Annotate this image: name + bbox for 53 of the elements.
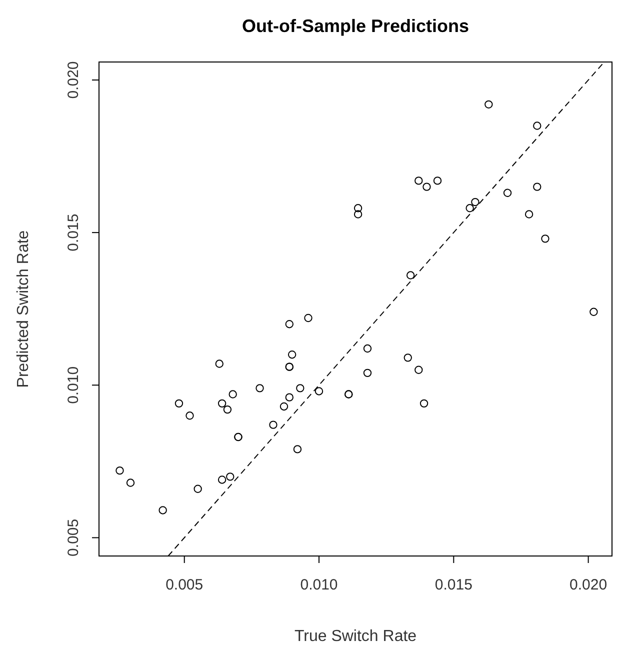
- y-axis-title: Predicted Switch Rate: [15, 230, 32, 388]
- point: [288, 350, 296, 359]
- point: [406, 271, 415, 280]
- point: [404, 354, 412, 362]
- point: [215, 360, 224, 368]
- y-tick-label: 0.010: [65, 366, 82, 404]
- point: [194, 484, 202, 493]
- point: [280, 402, 288, 411]
- point: [414, 176, 423, 185]
- point: [533, 122, 542, 130]
- point: [420, 399, 428, 408]
- point: [354, 204, 362, 212]
- point: [541, 234, 550, 243]
- point: [503, 188, 512, 197]
- point: [218, 399, 226, 408]
- point: [363, 368, 372, 378]
- y-tick-label: 0.020: [65, 61, 82, 99]
- x-tick-label: 0.015: [434, 576, 472, 594]
- point: [228, 390, 237, 398]
- point: [414, 366, 423, 374]
- point: [433, 176, 442, 185]
- point: [484, 100, 493, 109]
- x-axis-title: True Switch Rate: [294, 628, 417, 645]
- y-tick-label: 0.005: [65, 518, 82, 556]
- point: [186, 412, 194, 420]
- point: [158, 506, 167, 514]
- point: [466, 204, 474, 212]
- point: [126, 478, 135, 487]
- x-tick-label: 0.020: [570, 576, 608, 594]
- point: [304, 314, 312, 322]
- point: [363, 344, 372, 353]
- point: [533, 182, 542, 191]
- y-tick-label: 0.015: [65, 214, 82, 252]
- point: [524, 210, 534, 218]
- point: [590, 308, 598, 316]
- point: [218, 476, 226, 484]
- point: [293, 445, 302, 454]
- point: [422, 182, 431, 191]
- point: [314, 387, 324, 396]
- x-tick-label: 0.005: [166, 576, 204, 594]
- point: [223, 405, 232, 414]
- point: [116, 466, 124, 475]
- point: [296, 384, 304, 392]
- x-tick-label: 0.010: [300, 576, 338, 594]
- point: [269, 420, 278, 429]
- point: [174, 399, 184, 408]
- point: [285, 393, 294, 402]
- point: [471, 198, 480, 206]
- point: [226, 472, 234, 481]
- point: [354, 210, 362, 218]
- point: [256, 384, 264, 392]
- chart-title: Out-of-Sample Predictions: [242, 16, 470, 36]
- point: [285, 320, 294, 328]
